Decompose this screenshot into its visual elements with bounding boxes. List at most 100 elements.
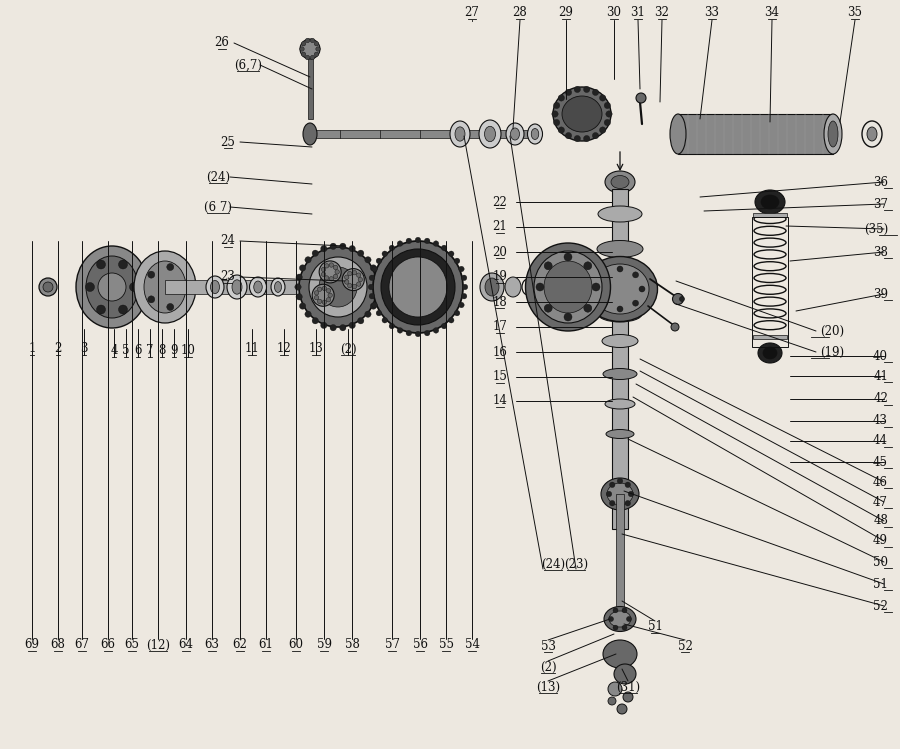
Circle shape (369, 275, 374, 281)
Circle shape (374, 274, 380, 280)
Circle shape (406, 238, 411, 243)
Ellipse shape (611, 175, 629, 189)
Text: (20): (20) (820, 324, 844, 338)
Text: (31): (31) (616, 681, 640, 694)
Circle shape (39, 278, 57, 296)
Text: 43: 43 (873, 414, 888, 428)
Text: 59: 59 (317, 638, 331, 652)
Circle shape (462, 294, 467, 299)
Circle shape (564, 313, 572, 321)
Circle shape (320, 246, 327, 252)
Ellipse shape (134, 251, 196, 323)
Circle shape (357, 318, 364, 324)
Text: 1: 1 (28, 342, 36, 356)
Ellipse shape (531, 129, 539, 139)
Text: 28: 28 (513, 7, 527, 19)
Circle shape (342, 269, 364, 291)
Text: 12: 12 (276, 342, 292, 356)
Text: 60: 60 (289, 638, 303, 652)
Ellipse shape (319, 267, 357, 307)
Circle shape (312, 250, 319, 256)
Circle shape (330, 324, 337, 331)
Ellipse shape (600, 274, 640, 288)
Ellipse shape (598, 306, 642, 322)
Text: 9: 9 (170, 345, 178, 357)
Circle shape (609, 482, 615, 488)
Circle shape (322, 300, 327, 304)
Circle shape (441, 245, 447, 251)
Circle shape (329, 276, 334, 281)
Ellipse shape (601, 478, 639, 510)
Ellipse shape (232, 280, 242, 294)
Circle shape (623, 692, 633, 702)
Circle shape (349, 246, 356, 252)
Text: 50: 50 (873, 556, 888, 568)
Circle shape (617, 306, 623, 312)
Circle shape (356, 273, 361, 277)
Circle shape (633, 300, 639, 306)
Circle shape (314, 41, 319, 46)
Text: 57: 57 (384, 638, 400, 652)
Ellipse shape (597, 240, 643, 258)
Circle shape (305, 55, 310, 60)
Circle shape (345, 275, 349, 279)
Text: 47: 47 (873, 496, 888, 509)
Circle shape (296, 274, 302, 280)
Circle shape (318, 287, 322, 291)
Circle shape (622, 625, 627, 630)
Circle shape (454, 258, 460, 264)
Text: 62: 62 (232, 638, 248, 652)
Circle shape (671, 323, 679, 331)
Circle shape (565, 89, 572, 96)
Text: 64: 64 (178, 638, 194, 652)
Circle shape (617, 478, 623, 484)
Circle shape (43, 282, 53, 292)
Ellipse shape (614, 664, 636, 684)
Text: 25: 25 (220, 136, 236, 148)
Ellipse shape (582, 256, 658, 321)
Ellipse shape (211, 280, 220, 294)
Ellipse shape (455, 127, 465, 141)
Circle shape (626, 616, 632, 622)
Ellipse shape (303, 123, 317, 145)
Circle shape (300, 46, 304, 51)
Ellipse shape (485, 278, 499, 296)
Circle shape (370, 303, 376, 309)
Circle shape (397, 327, 403, 333)
Circle shape (622, 608, 627, 613)
Text: 69: 69 (24, 638, 40, 652)
Ellipse shape (605, 399, 635, 409)
Text: 51: 51 (873, 577, 888, 590)
Text: 56: 56 (412, 638, 427, 652)
Circle shape (389, 324, 395, 329)
Circle shape (625, 500, 631, 506)
Ellipse shape (480, 273, 504, 301)
Circle shape (448, 251, 454, 257)
Ellipse shape (527, 124, 543, 144)
Circle shape (305, 257, 311, 263)
Circle shape (608, 697, 616, 705)
Text: 18: 18 (492, 296, 508, 309)
Circle shape (617, 704, 627, 714)
Ellipse shape (506, 123, 524, 145)
Circle shape (552, 111, 558, 117)
Text: 17: 17 (492, 321, 508, 333)
Ellipse shape (206, 276, 224, 298)
Circle shape (347, 283, 352, 288)
Ellipse shape (274, 282, 282, 292)
Circle shape (462, 275, 467, 281)
Circle shape (96, 260, 105, 269)
Text: 23: 23 (220, 270, 236, 284)
Circle shape (592, 89, 598, 96)
Text: 39: 39 (873, 288, 888, 300)
Circle shape (609, 500, 615, 506)
Circle shape (347, 271, 352, 276)
Ellipse shape (761, 195, 779, 209)
Circle shape (119, 305, 128, 314)
Circle shape (327, 297, 330, 302)
Text: 33: 33 (705, 7, 719, 19)
Circle shape (608, 616, 614, 622)
Circle shape (574, 86, 580, 93)
Ellipse shape (373, 241, 463, 333)
Circle shape (364, 257, 371, 263)
